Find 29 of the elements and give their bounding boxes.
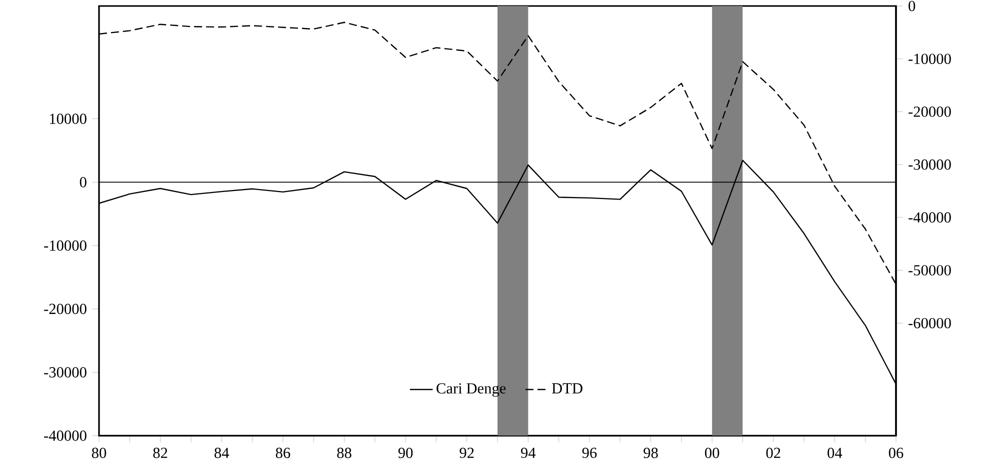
- x-tick-label: 04: [828, 448, 842, 458]
- x-tick-label: 02: [766, 448, 780, 458]
- x-tick-label: 80: [92, 448, 106, 458]
- y2-tick-label: -50000: [908, 265, 951, 276]
- x-tick-label: 88: [337, 448, 352, 458]
- x-tick-label: 94: [520, 448, 536, 458]
- x-tick-label: 00: [704, 448, 720, 458]
- y-tick-label: -10000: [44, 240, 86, 251]
- x-tick-label: 90: [398, 448, 413, 458]
- y2-tick-label: 0: [908, 0, 916, 12]
- x-tick-label: 98: [644, 448, 658, 458]
- x-tick-label: 82: [153, 448, 168, 458]
- x-tick-label: 92: [460, 448, 474, 458]
- legend-label: DTD: [552, 383, 582, 394]
- x-tick-label: 96: [582, 448, 597, 458]
- y-tick-label: -20000: [44, 304, 86, 314]
- y2-tick-label: -10000: [908, 54, 951, 64]
- y-tick-label: -30000: [44, 367, 86, 378]
- x-tick-label: 06: [888, 448, 904, 458]
- y-tick-label: -40000: [44, 430, 86, 441]
- x-tick-label: 84: [214, 448, 230, 458]
- y2-tick-label: -40000: [908, 212, 951, 223]
- y-tick-label: 0: [80, 177, 86, 188]
- y2-tick-label: -30000: [908, 159, 951, 170]
- y-tick-label: 10000: [50, 114, 86, 124]
- legend-label: Cari Denge: [436, 383, 506, 397]
- y2-tick-label: -20000: [908, 106, 951, 117]
- y2-tick-label: -60000: [908, 318, 951, 328]
- x-tick-label: 86: [276, 448, 290, 458]
